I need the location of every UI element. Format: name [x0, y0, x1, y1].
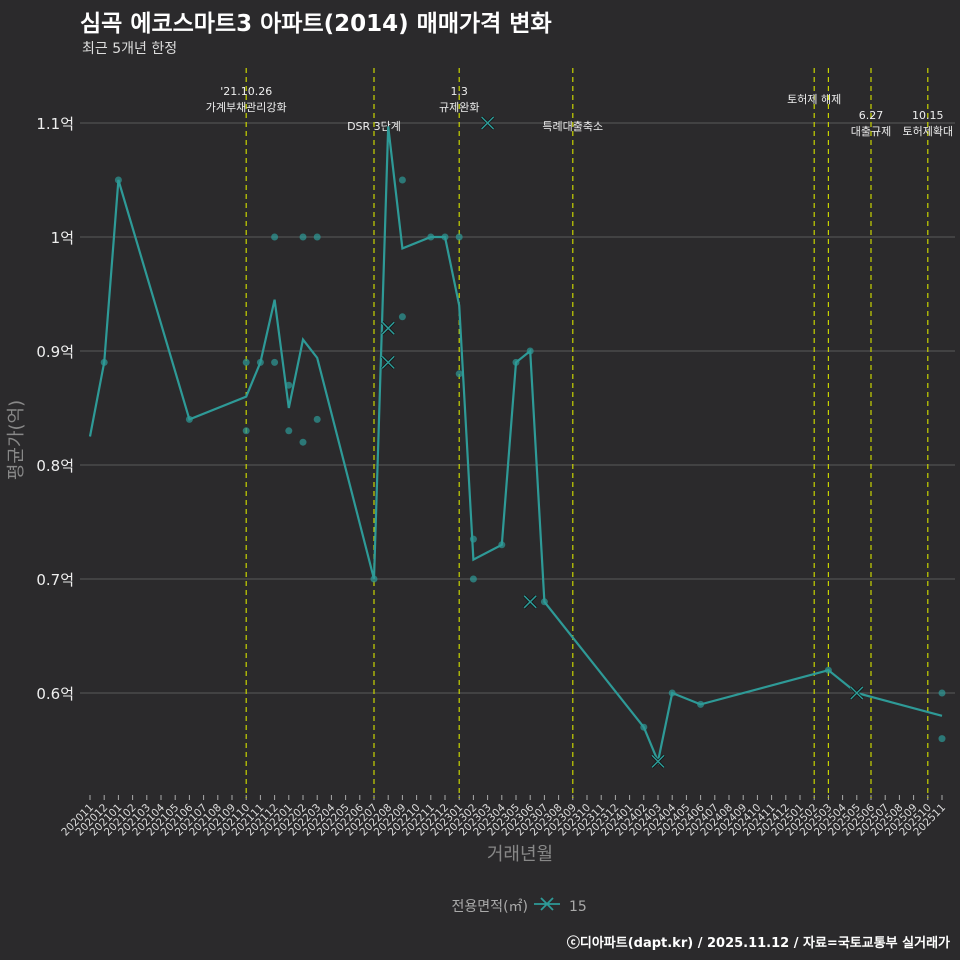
event-label: 6.27 — [859, 109, 884, 122]
data-point — [540, 598, 548, 606]
chart-title: 심곡 에코스마트3 아파트(2014) 매매가격 변화 — [80, 11, 552, 37]
cross-marker — [651, 754, 665, 768]
data-point — [313, 233, 321, 241]
chart-subtitle: 최근 5개년 한정 — [82, 41, 178, 57]
event-label: DSR 3단계 — [347, 120, 401, 133]
legend-entry: 15 — [569, 899, 587, 915]
y-tick-label: 0.9억 — [36, 343, 74, 361]
event-label: 규제완화 — [439, 101, 479, 114]
legend-key-icon — [534, 897, 560, 911]
data-point — [526, 347, 534, 355]
data-point — [427, 233, 435, 241]
data-point — [455, 233, 463, 241]
data-point — [299, 233, 307, 241]
event-label: '21.10.26 — [220, 85, 272, 98]
data-point — [697, 700, 705, 708]
series-line — [88, 126, 943, 766]
data-point — [114, 176, 122, 184]
data-point — [271, 358, 279, 366]
data-point — [668, 689, 676, 697]
data-point — [640, 723, 648, 731]
data-point — [370, 575, 378, 583]
cross-marker — [523, 595, 537, 609]
y-tick-label: 1억 — [51, 229, 74, 247]
data-point — [299, 438, 307, 446]
event-label: 대출규제 — [851, 125, 891, 138]
data-point — [938, 735, 946, 743]
data-point — [398, 176, 406, 184]
y-tick-label: 0.8억 — [36, 457, 74, 475]
data-point — [242, 427, 250, 435]
data-point — [271, 233, 279, 241]
y-tick-label: 0.6억 — [36, 685, 74, 703]
data-point — [256, 358, 264, 366]
event-label: 토허제확대 — [902, 125, 953, 138]
data-point — [469, 575, 477, 583]
cross-marker — [850, 686, 864, 700]
data-point — [455, 370, 463, 378]
data-point — [512, 358, 520, 366]
x-axis-title: 거래년월 — [487, 844, 553, 865]
data-point — [185, 415, 193, 423]
data-point — [498, 541, 506, 549]
data-point — [824, 666, 832, 674]
y-tick-label: 0.7억 — [36, 571, 74, 589]
data-point — [313, 415, 321, 423]
data-point — [938, 689, 946, 697]
event-label: 특례대출축소 — [542, 120, 603, 133]
data-point — [285, 427, 293, 435]
y-axis-title: 평균가(억) — [6, 400, 27, 480]
event-label: 10.15 — [912, 109, 944, 122]
data-point — [285, 381, 293, 389]
event-label: 토허제 해제 — [787, 92, 841, 106]
data-point — [100, 358, 108, 366]
event-label: 가계부채관리강화 — [206, 101, 287, 114]
data-point — [441, 233, 449, 241]
data-point — [469, 535, 477, 543]
cross-marker — [381, 321, 395, 335]
event-label: 1.3 — [450, 85, 468, 98]
legend-title: 전용면적(㎡) — [452, 899, 528, 915]
source-caption: ⓒ디아파트(dapt.kr) / 2025.11.12 / 자료=국토교통부 실… — [566, 936, 950, 951]
data-point — [242, 358, 250, 366]
cross-marker — [481, 116, 495, 130]
data-point — [398, 313, 406, 321]
cross-marker — [381, 355, 395, 369]
y-tick-label: 1.1억 — [36, 115, 74, 133]
